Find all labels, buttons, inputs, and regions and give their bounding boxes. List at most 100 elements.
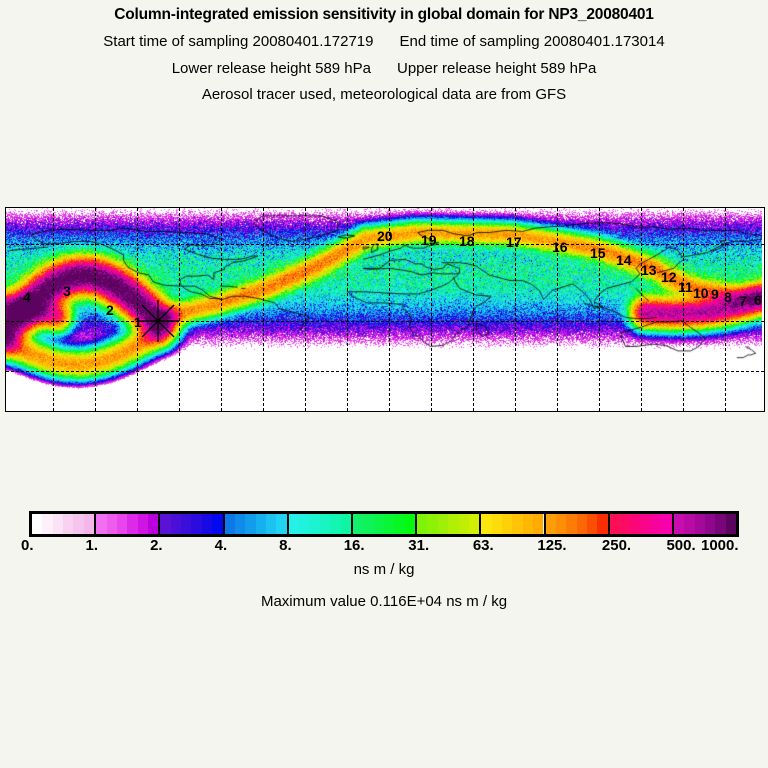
colorbar-step (630, 514, 641, 534)
colorbar-step (224, 514, 235, 534)
trajectory-label-11: 11 (678, 279, 693, 295)
colorbar-tick-11: 1000. (701, 537, 739, 554)
release-site-star-icon (137, 300, 179, 342)
colorbar-container (29, 511, 739, 537)
colorbar-step (533, 514, 544, 534)
colorbar-step (555, 514, 567, 534)
sampling-time-row: Start time of sampling 20080401.172719 En… (0, 33, 768, 50)
colorbar-step (673, 514, 685, 534)
colorbar-tick-0: 0. (21, 537, 34, 554)
colorbar-step (417, 514, 428, 534)
colorbar-step (127, 514, 138, 534)
trajectory-label-12: 12 (661, 269, 677, 285)
colorbar-segment-3 (222, 514, 287, 534)
trajectory-label-4: 4 (23, 289, 31, 305)
colorbar-step (73, 514, 84, 534)
colorbar-step (661, 514, 672, 534)
trajectory-label-14: 14 (616, 252, 632, 268)
colorbar-tick-8: 125. (537, 537, 567, 554)
colorbar-step (352, 514, 364, 534)
colorbar-step (597, 514, 608, 534)
colorbar-step (288, 514, 300, 534)
colorbar-step (576, 514, 587, 534)
colorbar-step (502, 514, 513, 534)
colorbar-step (147, 514, 159, 534)
colorbar-tick-1: 1. (85, 537, 99, 554)
trajectory-label-16: 16 (552, 239, 568, 255)
colorbar-step (725, 514, 737, 534)
colorbar-step (512, 514, 523, 534)
colorbar-tick-9: 250. (601, 537, 632, 554)
colorbar-step (266, 514, 277, 534)
colorbar-step (458, 514, 469, 534)
colorbar-step (609, 514, 621, 534)
colorbar-step (704, 514, 716, 534)
trajectory-label-13: 13 (641, 262, 657, 278)
colorbar-step (106, 514, 117, 534)
colorbar-segment-4 (286, 514, 351, 534)
colorbar-step (684, 514, 695, 534)
start-time-label: Start time of sampling 20080401.172719 (103, 33, 374, 50)
colorbar-step (116, 514, 128, 534)
colorbar-step (299, 514, 310, 534)
colorbar-tick-labels: 0. 1. 2. 4. 8. 16. 31. 63. 125. 250. 500. 1000. (0, 537, 768, 557)
emission-sensitivity-raster (6, 208, 762, 409)
trajectory-label-18: 18 (459, 233, 475, 249)
colorbar-step (201, 514, 213, 534)
colorbar-step (363, 514, 374, 534)
colorbar-step (276, 514, 287, 534)
colorbar-step (255, 514, 266, 534)
colorbar-step (340, 514, 351, 534)
colorbar-tick-7: 63. (472, 537, 494, 554)
colorbar-step (32, 514, 43, 534)
colorbar-step (491, 514, 503, 534)
colorbar-tick-5: 16. (343, 537, 365, 554)
trajectory-label-15: 15 (590, 245, 606, 261)
colorbar-tick-6: 31. (408, 537, 430, 554)
colorbar-tick-3: 4. (214, 537, 228, 554)
trajectory-label-1: 1 (134, 314, 142, 330)
colorbar-unit-label: ns m / kg (353, 561, 415, 578)
trajectory-label-8: 8 (724, 289, 732, 305)
colorbar-step (404, 514, 416, 534)
colorbar-step (330, 514, 341, 534)
lower-release-height-label: Lower release height 589 hPa (171, 60, 371, 77)
trajectory-label-7: 7 (739, 293, 747, 309)
colorbar-step (437, 514, 449, 534)
colorbar-step (63, 514, 74, 534)
colorbar-segment-0 (32, 514, 95, 534)
upper-release-height-label: Upper release height 589 hPa (397, 60, 597, 77)
colorbar-step (234, 514, 246, 534)
colorbar-step (481, 514, 492, 534)
colorbar-step (212, 514, 223, 534)
colorbar-segment-7 (479, 514, 544, 534)
maximum-value-label: Maximum value 0.116E+04 ns m / kg (260, 593, 508, 610)
colorbar-step (96, 514, 107, 534)
colorbar-step (83, 514, 95, 534)
colorbar-segment-2 (158, 514, 223, 534)
colorbar-step (191, 514, 202, 534)
colorbar-segment-8 (543, 514, 608, 534)
colorbar-tick-2: 2. (150, 537, 163, 554)
colorbar-step (309, 514, 320, 534)
colorbar-step (694, 514, 705, 534)
colorbar-step (468, 514, 480, 534)
colorbar-step (170, 514, 182, 534)
end-time-label: End time of sampling 20080401.173014 (399, 33, 665, 50)
colorbar-step (245, 514, 256, 534)
trajectory-label-9: 9 (711, 286, 719, 302)
colorbar-segment-10 (671, 514, 737, 534)
colorbar-step (566, 514, 577, 534)
trajectory-label-20: 20 (377, 228, 393, 244)
trajectory-label-19: 19 (421, 232, 437, 248)
colorbar (29, 511, 739, 537)
colorbar-step (715, 514, 726, 534)
colorbar-step (522, 514, 534, 534)
colorbar-step (586, 514, 598, 534)
colorbar-segment-9 (607, 514, 672, 534)
global-map-plot: 20 19 18 17 16 15 14 13 12 11 10 9 8 7 6 4 3 2 1 (5, 207, 765, 412)
colorbar-step (42, 514, 53, 534)
trajectory-label-6: 6 (754, 292, 762, 308)
colorbar-step (394, 514, 405, 534)
